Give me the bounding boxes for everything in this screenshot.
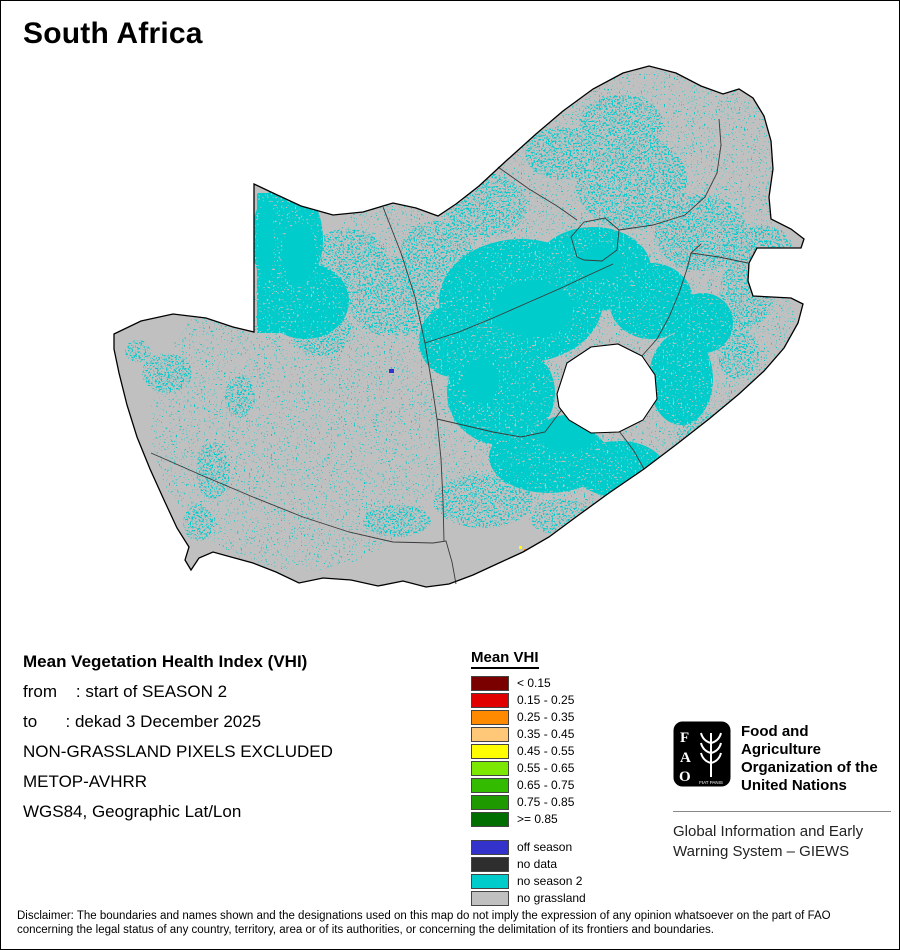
info-line-mask: NON-GRASSLAND PIXELS EXCLUDED <box>23 742 333 761</box>
vhi-core-patches <box>258 199 623 451</box>
legend-swatch <box>471 693 509 708</box>
legend-label: 0.25 - 0.35 <box>517 710 575 724</box>
legend-label: 0.45 - 0.55 <box>517 744 575 758</box>
legend-row: 0.65 - 0.75 <box>471 778 586 793</box>
fao-logo-motto: FIAT PANIS <box>699 780 723 785</box>
legend-class-list: < 0.15 0.15 - 0.25 0.25 - 0.35 0.35 - 0.45 0… <box>471 676 586 827</box>
legend-row: 0.55 - 0.65 <box>471 761 586 776</box>
legend-swatch <box>471 727 509 742</box>
page-title: South Africa <box>23 17 203 50</box>
info-heading: Mean Vegetation Health Index (VHI) <box>23 652 308 671</box>
legend-swatch <box>471 744 509 759</box>
legend-swatch <box>471 795 509 810</box>
legend-row: no grassland <box>471 891 586 906</box>
legend-row: 0.15 - 0.25 <box>471 693 586 708</box>
legend-label: >= 0.85 <box>517 812 558 826</box>
legend-label: off season <box>517 840 573 854</box>
legend-label: 0.75 - 0.85 <box>517 795 575 809</box>
info-line-projection: WGS84, Geographic Lat/Lon <box>23 802 242 821</box>
legend-label: no season 2 <box>517 874 583 888</box>
south-africa-map <box>113 65 805 588</box>
vhi-raster-layer <box>125 71 796 571</box>
brand-top: F A O FIAT PANIS Food and Agriculture Or… <box>673 721 891 795</box>
low-vhi-speck-yellow <box>519 546 522 549</box>
legend-row: < 0.15 <box>471 676 586 691</box>
legend-swatch <box>471 812 509 827</box>
fao-logo-letter-o: O <box>679 769 691 785</box>
org-name: Food and Agriculture Organization of the… <box>741 723 878 794</box>
fao-logo-letter-a: A <box>680 750 691 766</box>
legend-extra-list: off season no data no season 2 no grassland <box>471 840 586 906</box>
legend-row: >= 0.85 <box>471 812 586 827</box>
legend-label: 0.65 - 0.75 <box>517 778 575 792</box>
legend-swatch <box>471 778 509 793</box>
legend-label: no data <box>517 857 558 871</box>
legend-swatch <box>471 857 509 872</box>
legend-row: 0.45 - 0.55 <box>471 744 586 759</box>
legend-row: no data <box>471 857 586 872</box>
legend-swatch <box>471 891 509 906</box>
fao-branding: F A O FIAT PANIS Food and Agriculture Or… <box>673 721 891 862</box>
lesotho-hole <box>556 343 658 434</box>
info-line-from: from : start of SEASON 2 <box>23 682 228 701</box>
wheat-icon <box>700 732 722 777</box>
off-season-speck <box>389 369 394 373</box>
legend-label: 0.55 - 0.65 <box>517 761 575 775</box>
info-line-sensor: METOP-AVHRR <box>23 772 148 791</box>
legend: Mean VHI < 0.15 0.15 - 0.25 0.25 - 0.35 0.3… <box>471 649 586 908</box>
program-name: Global Information and Early Warning Sys… <box>673 823 864 860</box>
legend-swatch <box>471 840 509 855</box>
fao-logo-letter-f: F <box>680 730 689 746</box>
legend-label: 0.35 - 0.45 <box>517 727 575 741</box>
brand-divider <box>673 811 891 812</box>
disclaimer: Disclaimer: The boundaries and names sho… <box>17 910 831 936</box>
legend-label: < 0.15 <box>517 676 551 690</box>
country-outline <box>113 65 805 588</box>
legend-label: no grassland <box>517 891 586 905</box>
info-line-to: to : dekad 3 December 2025 <box>23 712 262 731</box>
legend-row: off season <box>471 840 586 855</box>
legend-row: 0.35 - 0.45 <box>471 727 586 742</box>
legend-row: 0.25 - 0.35 <box>471 710 586 725</box>
map-info-block: Mean Vegetation Health Index (VHI) from … <box>23 647 463 827</box>
legend-row: no season 2 <box>471 874 586 889</box>
legend-swatch <box>471 676 509 691</box>
province-borders <box>150 118 749 585</box>
legend-label: 0.15 - 0.25 <box>517 693 575 707</box>
fao-logo: F A O FIAT PANIS <box>673 721 731 787</box>
legend-swatch <box>471 874 509 889</box>
legend-swatch <box>471 710 509 725</box>
legend-title: Mean VHI <box>471 649 539 669</box>
legend-swatch <box>471 761 509 776</box>
legend-row: 0.75 - 0.85 <box>471 795 586 810</box>
